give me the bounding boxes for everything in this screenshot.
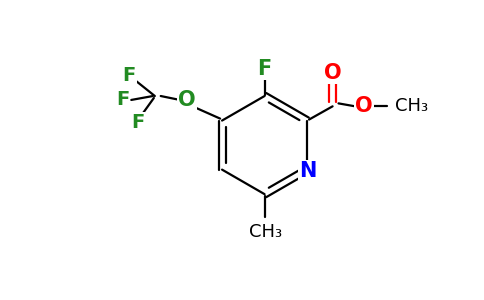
Text: F: F xyxy=(131,113,144,132)
Text: O: O xyxy=(355,96,373,116)
Text: O: O xyxy=(324,63,341,83)
Text: CH₃: CH₃ xyxy=(394,97,428,115)
Text: F: F xyxy=(116,90,129,110)
Text: F: F xyxy=(123,66,136,85)
Text: F: F xyxy=(257,58,272,79)
Text: CH₃: CH₃ xyxy=(249,223,282,241)
Text: N: N xyxy=(300,160,317,181)
Text: O: O xyxy=(178,90,196,110)
